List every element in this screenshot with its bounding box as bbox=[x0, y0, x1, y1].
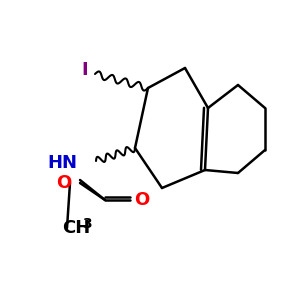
Text: CH: CH bbox=[62, 219, 90, 237]
Text: HN: HN bbox=[47, 154, 77, 172]
Text: O: O bbox=[134, 191, 149, 209]
Text: 3: 3 bbox=[82, 217, 92, 231]
Text: O: O bbox=[56, 174, 71, 192]
Text: I: I bbox=[81, 61, 88, 79]
